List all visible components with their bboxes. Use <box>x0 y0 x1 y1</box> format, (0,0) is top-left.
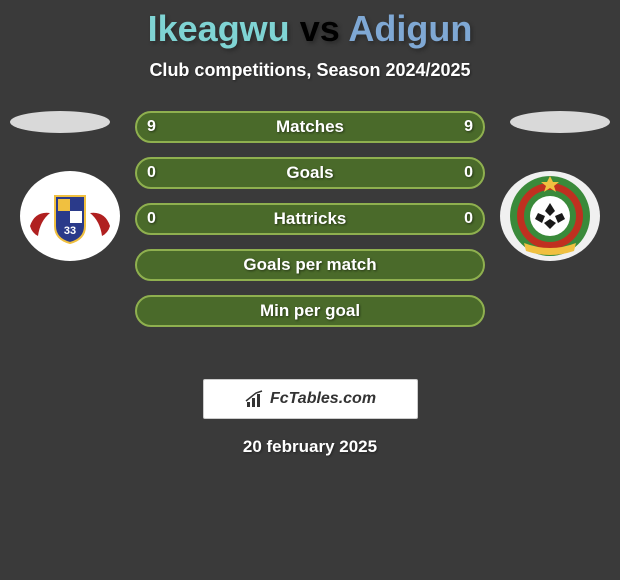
stat-label: Goals per match <box>243 255 376 275</box>
ellipse-right <box>510 111 610 133</box>
stat-bar: Hattricks 0 0 <box>135 203 485 235</box>
player-right-name: Adigun <box>348 8 472 49</box>
stat-bar: Goals per match <box>135 249 485 281</box>
comparison-panel: Ikeagwu vs Adigun Club competitions, Sea… <box>0 0 620 457</box>
chart-icon <box>244 388 266 410</box>
club-badge-right <box>500 171 600 261</box>
brand-text: FcTables.com <box>270 390 376 408</box>
stat-value-right: 0 <box>464 164 473 182</box>
stat-bar: Goals 0 0 <box>135 157 485 189</box>
stat-bar: Min per goal <box>135 295 485 327</box>
brand-box[interactable]: FcTables.com <box>203 379 418 419</box>
stat-value-right: 0 <box>464 210 473 228</box>
stat-label: Hattricks <box>274 209 347 229</box>
stat-bars: Matches 9 9 Goals 0 0 Hattricks 0 0 Goals per mat… <box>135 111 485 341</box>
club-badge-left: 33 <box>20 171 120 261</box>
stat-label: Min per goal <box>260 301 360 321</box>
stat-value-left: 9 <box>147 118 156 136</box>
stat-value-left: 0 <box>147 164 156 182</box>
stat-label: Goals <box>286 163 333 183</box>
page-title: Ikeagwu vs Adigun <box>0 0 620 50</box>
svg-text:33: 33 <box>64 225 76 237</box>
player-left-name: Ikeagwu <box>148 8 290 49</box>
date-text: 20 february 2025 <box>0 437 620 457</box>
subtitle: Club competitions, Season 2024/2025 <box>0 60 620 81</box>
stat-bar: Matches 9 9 <box>135 111 485 143</box>
stat-value-left: 0 <box>147 210 156 228</box>
vs-text: vs <box>290 8 349 49</box>
stat-value-right: 9 <box>464 118 473 136</box>
main-area: 33 Matches 9 9 Goals 0 0 Hattricks 0 0 Goals per … <box>0 111 620 361</box>
ellipse-left <box>10 111 110 133</box>
stat-label: Matches <box>276 117 344 137</box>
